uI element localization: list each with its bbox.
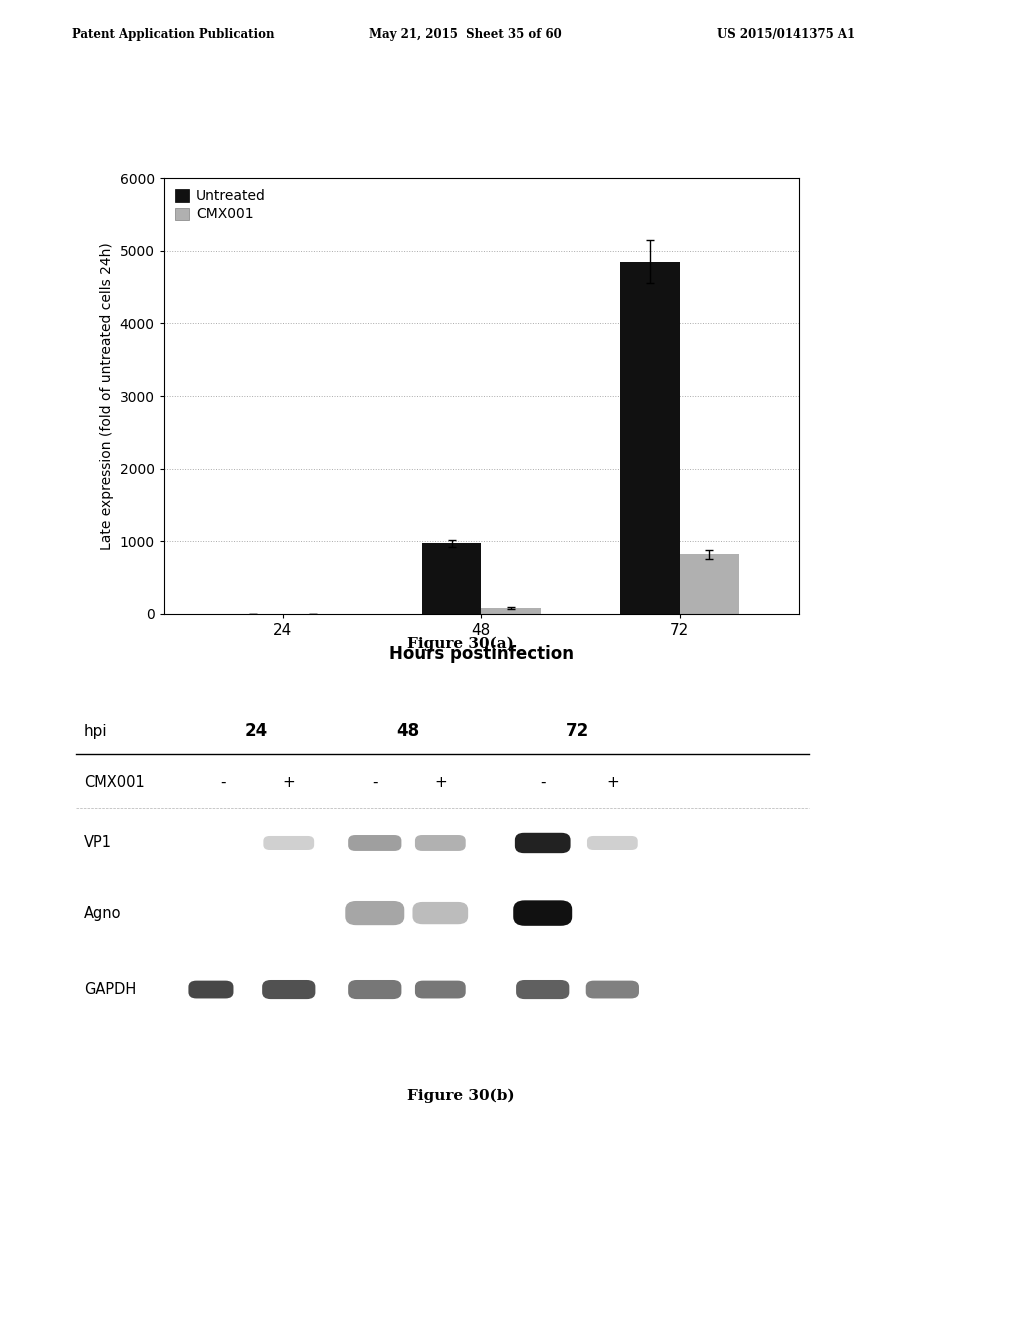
Text: Patent Application Publication: Patent Application Publication bbox=[72, 28, 274, 41]
FancyBboxPatch shape bbox=[415, 836, 466, 851]
Bar bbox=[621, 261, 680, 614]
Text: May 21, 2015  Sheet 35 of 60: May 21, 2015 Sheet 35 of 60 bbox=[369, 28, 561, 41]
X-axis label: Hours postinfection: Hours postinfection bbox=[389, 644, 573, 663]
Text: +: + bbox=[434, 775, 446, 789]
FancyBboxPatch shape bbox=[586, 981, 639, 998]
Bar bbox=[481, 609, 541, 614]
Text: hpi: hpi bbox=[84, 723, 108, 739]
Text: Agno: Agno bbox=[84, 906, 122, 920]
Text: -: - bbox=[372, 775, 378, 789]
Text: Figure 30(a): Figure 30(a) bbox=[408, 636, 514, 651]
FancyBboxPatch shape bbox=[263, 836, 314, 850]
Text: +: + bbox=[606, 775, 618, 789]
FancyBboxPatch shape bbox=[515, 833, 570, 853]
Text: Figure 30(b): Figure 30(b) bbox=[407, 1089, 515, 1104]
Text: -: - bbox=[220, 775, 226, 789]
FancyBboxPatch shape bbox=[262, 979, 315, 999]
Text: 24: 24 bbox=[245, 722, 267, 741]
FancyBboxPatch shape bbox=[415, 981, 466, 998]
Text: VP1: VP1 bbox=[84, 836, 112, 850]
FancyBboxPatch shape bbox=[413, 902, 468, 924]
Y-axis label: Late expression (fold of untreated cells 24h): Late expression (fold of untreated cells… bbox=[100, 242, 114, 550]
Text: GAPDH: GAPDH bbox=[84, 982, 136, 997]
FancyBboxPatch shape bbox=[188, 981, 233, 998]
FancyBboxPatch shape bbox=[348, 836, 401, 851]
Bar bbox=[422, 544, 481, 614]
FancyBboxPatch shape bbox=[348, 979, 401, 999]
FancyBboxPatch shape bbox=[345, 902, 404, 925]
Bar bbox=[680, 554, 739, 614]
Text: CMX001: CMX001 bbox=[84, 775, 144, 789]
Text: 72: 72 bbox=[566, 722, 589, 741]
Text: -: - bbox=[540, 775, 546, 789]
FancyBboxPatch shape bbox=[513, 900, 572, 925]
Text: +: + bbox=[283, 775, 295, 789]
FancyBboxPatch shape bbox=[587, 836, 638, 850]
Legend: Untreated, CMX001: Untreated, CMX001 bbox=[171, 185, 270, 226]
Text: 48: 48 bbox=[396, 722, 419, 741]
FancyBboxPatch shape bbox=[516, 979, 569, 999]
Text: US 2015/0141375 A1: US 2015/0141375 A1 bbox=[717, 28, 855, 41]
